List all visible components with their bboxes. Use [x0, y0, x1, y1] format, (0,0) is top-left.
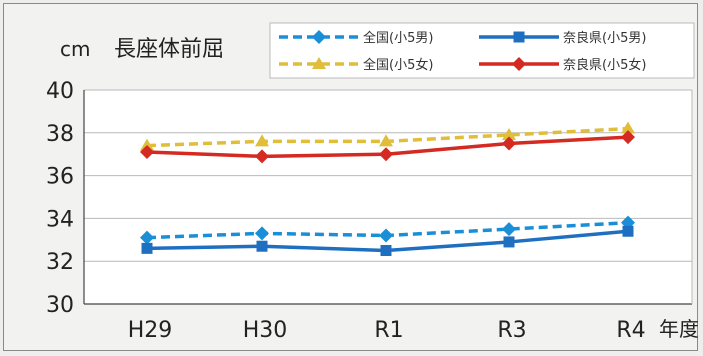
legend-label: 全国(小5女)	[363, 57, 433, 73]
data-point-diamond	[312, 30, 326, 44]
data-point-diamond	[379, 228, 393, 243]
y-tick-label: 32	[46, 250, 74, 275]
y-tick-label: 30	[46, 293, 74, 318]
y-tick-label: 40	[46, 79, 74, 104]
data-point-square	[380, 245, 392, 256]
grid-lines	[83, 89, 693, 305]
data-point-square	[622, 225, 634, 237]
data-point-triangle	[312, 57, 326, 69]
data-point-diamond	[502, 222, 516, 237]
y-axis-unit: cm	[60, 37, 90, 61]
y-tick-label: 34	[46, 207, 74, 232]
data-point-diamond	[255, 149, 269, 164]
data-point-square	[141, 242, 153, 254]
y-tick-label: 38	[46, 122, 74, 147]
x-tick-label: R3	[497, 318, 526, 343]
data-point-triangle	[379, 134, 393, 147]
data-point-diamond	[379, 147, 393, 162]
data-point-triangle	[140, 138, 154, 151]
plot-area	[84, 90, 692, 304]
x-tick-labels: H29 H30 R1 R3 R4	[128, 318, 646, 343]
x-tick-label: H30	[243, 318, 288, 343]
data-point-diamond	[502, 136, 516, 151]
data-point-diamond	[140, 145, 154, 160]
data-point-square	[513, 31, 525, 43]
data-point-diamond	[255, 226, 269, 241]
x-axis-label: 年度	[659, 317, 699, 341]
data-point-diamond	[621, 130, 635, 145]
data-point-square	[256, 240, 268, 252]
x-tick-label: R1	[374, 318, 403, 343]
chart-title: 長座体前屈	[114, 37, 224, 62]
data-point-triangle	[502, 127, 516, 140]
data-point-triangle	[621, 121, 635, 134]
legend: 全国(小5男) 奈良県(小5男) 全国(小5女) 奈良県(小5女)	[269, 22, 695, 79]
legend-items: 全国(小5男) 奈良県(小5男) 全国(小5女) 奈良県(小5女)	[279, 30, 646, 73]
data-point-triangle	[255, 134, 269, 147]
series-markers	[140, 121, 635, 256]
x-tick-label: H29	[128, 318, 173, 343]
y-tick-labels: 30 32 34 36 38 40	[46, 79, 74, 318]
chart-frame: 30 32 34 36 38 40 H29 H30 R1 R3 R4 cm 長座体前屈 年度 全国…	[3, 3, 699, 351]
data-point-square	[503, 236, 515, 248]
legend-label: 全国(小5男)	[363, 30, 433, 46]
x-tick-label: R4	[616, 318, 645, 343]
legend-box	[269, 22, 695, 79]
legend-label: 奈良県(小5男)	[563, 30, 646, 46]
data-point-diamond	[140, 230, 154, 245]
y-tick-label: 36	[46, 165, 74, 190]
chart-svg: 30 32 34 36 38 40 H29 H30 R1 R3 R4 cm 長座体前屈 年度 全国…	[46, 22, 699, 343]
data-point-diamond	[512, 57, 526, 71]
legend-label: 奈良県(小5女)	[563, 57, 646, 73]
